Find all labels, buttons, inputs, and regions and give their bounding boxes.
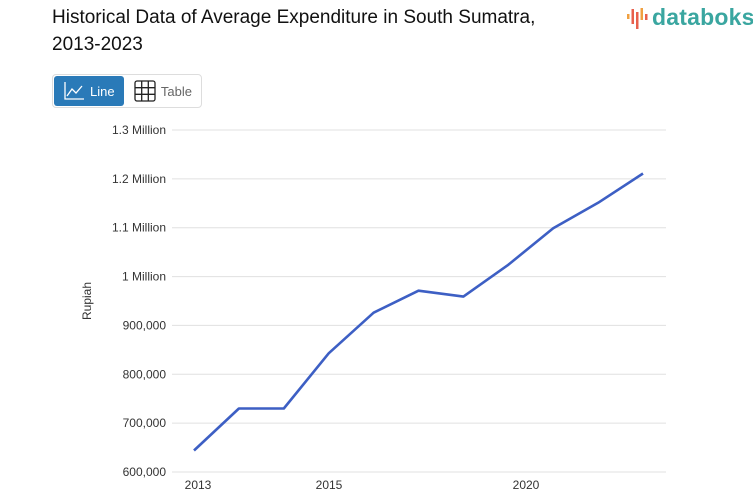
x-tick-label: 2020 (513, 478, 540, 492)
table-view-label: Table (160, 83, 192, 99)
line-view-button[interactable]: Line (54, 76, 124, 106)
y-tick-label: 800,000 (123, 367, 167, 381)
logo-text: databoks (652, 4, 753, 30)
y-axis-label: Rupiah (80, 282, 94, 320)
data-point[interactable] (371, 310, 377, 316)
data-point[interactable] (416, 288, 422, 294)
data-point[interactable] (640, 170, 646, 176)
x-tick-label: 2013 (185, 478, 212, 492)
logo-bars-icon (627, 7, 648, 29)
x-tick-label: 2015 (316, 478, 343, 492)
table-grid-icon (134, 80, 156, 102)
line-view-label: Line (90, 83, 115, 99)
data-point[interactable] (460, 294, 466, 300)
series-line (193, 172, 644, 452)
line-chart-icon (64, 82, 84, 100)
y-tick-label: 600,000 (123, 465, 167, 479)
y-tick-label: 1 Million (122, 270, 166, 284)
chart-title: Historical Data of Average Expenditure i… (52, 7, 536, 55)
data-point[interactable] (595, 200, 601, 206)
data-point[interactable] (550, 225, 556, 231)
y-tick-label: 1.3 Million (112, 123, 166, 137)
table-view-button[interactable]: Table (125, 75, 201, 107)
data-point[interactable] (281, 405, 287, 411)
y-tick-label: 1.1 Million (112, 221, 166, 235)
data-point[interactable] (191, 448, 197, 454)
data-point[interactable] (236, 405, 242, 411)
y-tick-label: 1.2 Million (112, 172, 166, 186)
y-tick-label: 700,000 (123, 416, 167, 430)
data-point[interactable] (505, 262, 511, 268)
y-tick-label: 900,000 (123, 318, 167, 332)
databoks-logo: databoks (626, 4, 753, 31)
data-point[interactable] (326, 350, 332, 356)
view-toggle: Line Table (52, 74, 202, 108)
